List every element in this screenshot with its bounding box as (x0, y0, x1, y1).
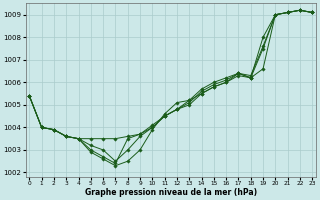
X-axis label: Graphe pression niveau de la mer (hPa): Graphe pression niveau de la mer (hPa) (85, 188, 257, 197)
